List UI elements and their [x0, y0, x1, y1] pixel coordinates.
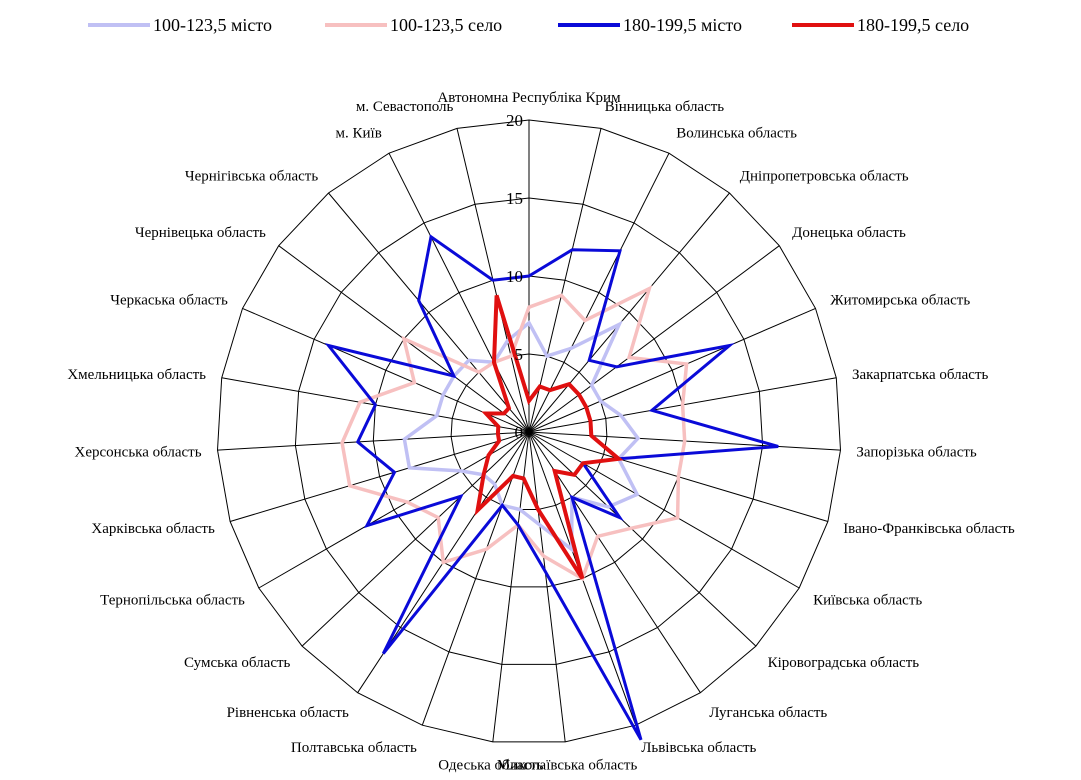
category-label: Харківська область: [91, 521, 215, 537]
series-line-4: [474, 294, 624, 580]
tick-label: 15: [506, 189, 523, 208]
grid-ring: [216, 119, 842, 743]
category-label: Миколаївська область: [497, 758, 638, 774]
tick-label: 20: [506, 111, 523, 130]
series-line-2: [340, 285, 689, 582]
spoke-line: [528, 431, 800, 589]
tick-label: 0: [515, 423, 524, 442]
legend-swatch-series-4: [792, 23, 854, 27]
category-label: Чернівецька область: [135, 225, 266, 241]
spoke-line: [217, 431, 530, 451]
spoke-line: [528, 128, 602, 433]
category-label: Волинська область: [676, 126, 797, 142]
spoke-line: [421, 431, 530, 726]
legend-label-series-2: 100-123,5 село: [390, 14, 503, 35]
spoke-line: [528, 431, 566, 742]
category-label: Чернігівська область: [185, 168, 318, 184]
spoke-line: [528, 431, 757, 647]
legend-label-series-4: 180-199,5 село: [857, 14, 970, 35]
category-label: Тернопільська область: [100, 593, 245, 609]
category-label: Житомирська область: [830, 292, 970, 308]
spoke-line: [528, 192, 730, 433]
legend-item-series-2: 100-123,5 село: [325, 10, 502, 40]
category-label: Київська область: [813, 593, 922, 609]
series-line-1: [402, 320, 641, 553]
legend-swatch-series-1: [88, 23, 150, 27]
category-label: Хмельницька область: [67, 367, 206, 383]
category-label: Сумська область: [184, 655, 291, 671]
category-label: Одеська область: [438, 758, 543, 774]
category-label: Львівська область: [641, 740, 756, 756]
radial-tick-labels: 0 5 10 15 20: [506, 111, 523, 442]
legend-swatch-series-3: [558, 23, 620, 27]
grid-ring: [372, 275, 686, 588]
legend: 100-123,5 місто 100-123,5 село 180-199,5…: [0, 10, 1081, 40]
category-label: Запорізька область: [856, 445, 977, 461]
spoke-line: [492, 431, 530, 742]
spoke-line: [258, 431, 530, 589]
legend-item-series-1: 100-123,5 місто: [88, 10, 272, 40]
category-label: Івано-Франківська область: [843, 521, 1015, 537]
spoke-line: [528, 245, 780, 433]
radar-grid: [216, 119, 842, 743]
spoke-line: [242, 307, 530, 433]
category-label: Полтавська область: [291, 740, 417, 756]
series-line-3: [324, 234, 779, 741]
category-label: Херсонська область: [74, 445, 201, 461]
category-label: Рівненська область: [227, 705, 349, 721]
spoke-line: [528, 152, 670, 433]
category-label: Закарпатська область: [852, 367, 989, 383]
legend-item-series-3: 180-199,5 місто: [558, 10, 742, 40]
legend-label-series-1: 100-123,5 місто: [153, 14, 273, 35]
category-label: м. Київ: [336, 126, 382, 142]
tick-label: 10: [506, 267, 523, 286]
tick-label: 5: [515, 345, 524, 364]
legend-label-series-3: 180-199,5 місто: [623, 14, 743, 35]
spoke-line: [528, 307, 816, 433]
category-label: м. Севастополь: [356, 99, 454, 115]
spoke-line: [328, 192, 530, 433]
legend-swatch-series-2: [325, 23, 387, 27]
category-label: Донецька область: [792, 225, 906, 241]
category-label: Черкаська область: [110, 292, 228, 308]
category-label: Дніпропетровська область: [740, 168, 909, 184]
grid-ring: [294, 197, 764, 665]
category-label: Автономна Республіка Крим: [437, 90, 621, 106]
legend-item-series-4: 180-199,5 село: [792, 10, 969, 40]
spoke-line: [229, 431, 530, 522]
spoke-line: [388, 152, 530, 433]
category-label: Кіровоградська область: [768, 655, 920, 671]
category-label: Луганська область: [709, 705, 827, 721]
radar-series: [324, 234, 779, 741]
radar-spokes: [217, 120, 841, 742]
category-label: Вінницька область: [605, 99, 725, 115]
spoke-line: [301, 431, 530, 647]
